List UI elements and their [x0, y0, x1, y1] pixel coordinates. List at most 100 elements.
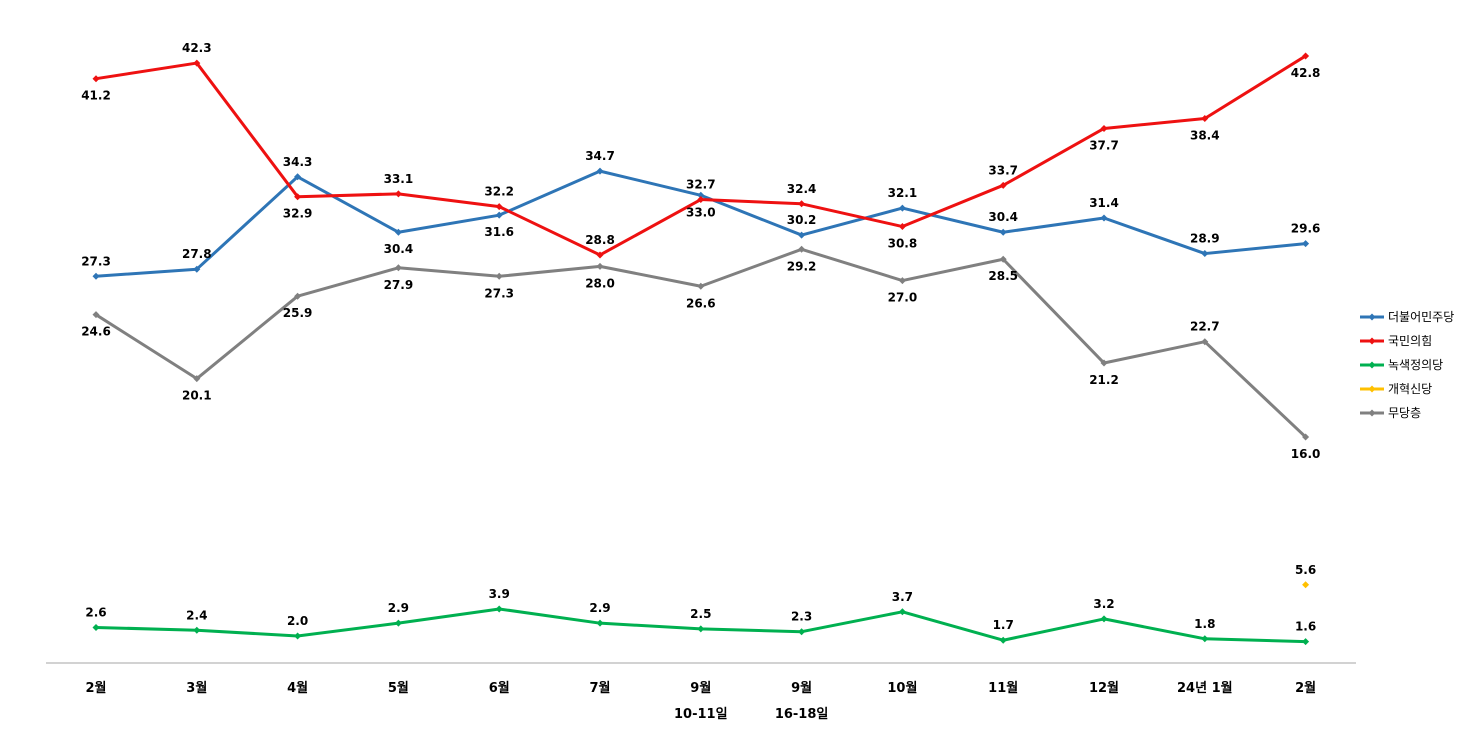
data-point-marker	[495, 203, 503, 211]
data-point-marker	[294, 173, 302, 181]
data-label: 2.5	[690, 607, 711, 621]
data-label: 38.4	[1190, 129, 1220, 143]
series-0	[92, 167, 1310, 280]
data-label: 22.7	[1190, 320, 1220, 334]
data-point-marker	[798, 231, 806, 239]
data-label: 34.3	[283, 155, 313, 169]
data-point-marker	[1201, 635, 1209, 643]
data-point-marker	[495, 211, 503, 219]
legend-label: 무당층	[1388, 406, 1421, 420]
data-point-marker	[294, 193, 302, 201]
data-point-marker	[999, 181, 1007, 189]
data-point-marker	[999, 255, 1007, 263]
legend-item: 무당층	[1360, 406, 1421, 420]
x-tick-label: 7월	[589, 680, 610, 696]
data-label: 3.7	[892, 590, 913, 604]
data-label: 29.6	[1291, 222, 1321, 236]
data-point-marker	[596, 619, 604, 627]
legend-marker	[1368, 385, 1376, 393]
data-point-marker	[596, 262, 604, 270]
data-label: 33.0	[686, 205, 716, 219]
data-point-marker	[92, 272, 100, 280]
data-label: 28.0	[585, 276, 615, 290]
legend-item: 더불어민주당	[1360, 310, 1454, 324]
data-point-marker	[1302, 240, 1310, 248]
data-point-marker	[294, 292, 302, 300]
data-point-marker	[1201, 250, 1209, 258]
data-label: 1.6	[1295, 620, 1316, 634]
data-point-marker	[92, 75, 100, 83]
data-point-marker	[697, 625, 705, 633]
data-point-marker	[999, 636, 1007, 644]
series-line	[95, 247, 1307, 439]
data-label: 41.2	[81, 89, 111, 103]
data-label: 2.9	[388, 601, 409, 615]
legend-label: 개혁신당	[1388, 382, 1432, 396]
data-label: 2.0	[287, 614, 308, 628]
series-3	[1302, 581, 1310, 589]
legend-item: 국민의힘	[1360, 334, 1432, 348]
data-label: 27.0	[888, 291, 918, 305]
data-label: 32.7	[686, 178, 716, 192]
data-label: 3.2	[1093, 597, 1114, 611]
data-point-marker	[1201, 115, 1209, 123]
data-label: 34.7	[585, 149, 615, 163]
legend-marker	[1368, 361, 1376, 369]
data-point-marker	[697, 282, 705, 290]
legend-label: 국민의힘	[1388, 334, 1432, 348]
data-label: 30.8	[888, 237, 918, 251]
data-label: 30.2	[787, 213, 817, 227]
x-tick-label: 9월	[690, 680, 711, 696]
data-point-marker	[798, 245, 806, 253]
data-point-marker	[1302, 638, 1310, 646]
data-label: 32.9	[283, 207, 313, 221]
x-tick-label: 10월	[887, 680, 917, 696]
data-label: 33.7	[988, 163, 1018, 177]
data-point-marker	[193, 626, 201, 634]
x-tick-layer: 2월 3월 4월 5월 6월 7월 9월 10-11일 9월 16-18일 10월 11월 12월 24년…	[85, 680, 1316, 722]
x-tick-label: 24년 1월	[1177, 680, 1233, 696]
series-4	[92, 245, 1310, 441]
data-label: 42.3	[182, 41, 212, 55]
data-label: 27.3	[484, 286, 514, 300]
legend-marker	[1368, 337, 1376, 345]
x-tick-label: 3월	[186, 680, 207, 696]
data-point-marker	[596, 167, 604, 175]
data-label: 21.2	[1089, 373, 1119, 387]
data-point-marker	[898, 608, 906, 616]
data-label: 2.3	[791, 610, 812, 624]
data-point-marker	[697, 196, 705, 204]
data-point-marker	[193, 265, 201, 273]
data-point-marker	[596, 251, 604, 259]
data-point-marker	[898, 277, 906, 285]
data-label: 31.4	[1089, 196, 1119, 210]
data-point-marker	[294, 632, 302, 640]
data-label: 32.2	[484, 185, 514, 199]
x-tick-label: 16-18일	[775, 707, 829, 722]
data-label: 29.2	[787, 259, 817, 273]
data-point-marker	[495, 272, 503, 280]
data-point-marker	[1100, 124, 1108, 132]
data-label: 27.3	[81, 254, 111, 268]
x-tick-label: 12월	[1089, 680, 1119, 696]
data-point-marker	[898, 223, 906, 231]
x-tick-label: 11월	[988, 680, 1018, 696]
x-tick-label: 2월	[85, 680, 106, 696]
x-tick-label: 10-11일	[674, 707, 728, 722]
data-label: 31.6	[484, 225, 514, 239]
data-point-marker	[1100, 615, 1108, 623]
data-label: 42.8	[1291, 66, 1321, 80]
series-layer	[92, 52, 1310, 646]
data-point-marker	[394, 228, 402, 236]
data-point-marker	[1201, 338, 1209, 346]
x-tick-label: 9월	[791, 680, 812, 696]
data-point-marker	[495, 605, 503, 613]
data-point-marker	[999, 228, 1007, 236]
x-tick-label: 4월	[287, 680, 308, 696]
legend-item: 개혁신당	[1360, 382, 1432, 396]
legend-label: 녹색정의당	[1388, 358, 1443, 372]
data-label: 3.9	[489, 587, 510, 601]
data-label-layer: 24.6 20.1 25.9 27.9 27.3 28.0 26.6 29.2 27.0 28.5…	[81, 41, 1320, 634]
data-label: 20.1	[182, 389, 212, 403]
data-label: 26.6	[686, 296, 716, 310]
